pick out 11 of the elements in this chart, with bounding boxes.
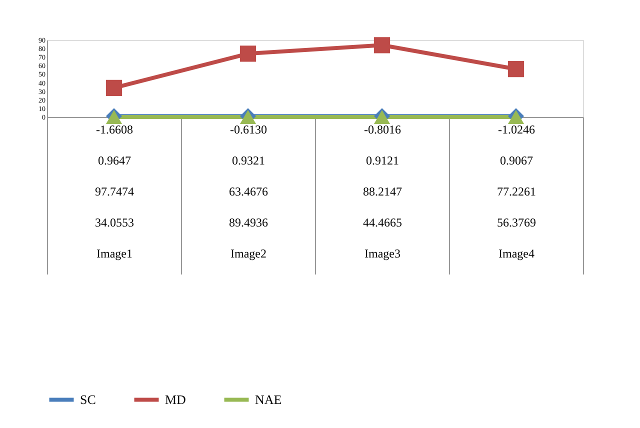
point [374, 37, 390, 54]
legend-label: SC [80, 392, 96, 407]
point [106, 80, 122, 96]
category-label: -1.6608 0.9647 97.7474 34.0553 Image1 [95, 122, 134, 260]
category-label: -0.6130 0.9321 63.4676 89.4936 Image2 [229, 122, 268, 260]
legend-label: MD [165, 392, 186, 407]
category-label: -1.0246 0.9067 77.2261 56.3769 Image4 [497, 122, 536, 260]
legend-label: NAE [255, 392, 282, 407]
category-label: -0.8016 0.9121 88.2147 44.4665 Image3 [363, 122, 402, 260]
point [508, 61, 524, 78]
point [240, 46, 256, 62]
